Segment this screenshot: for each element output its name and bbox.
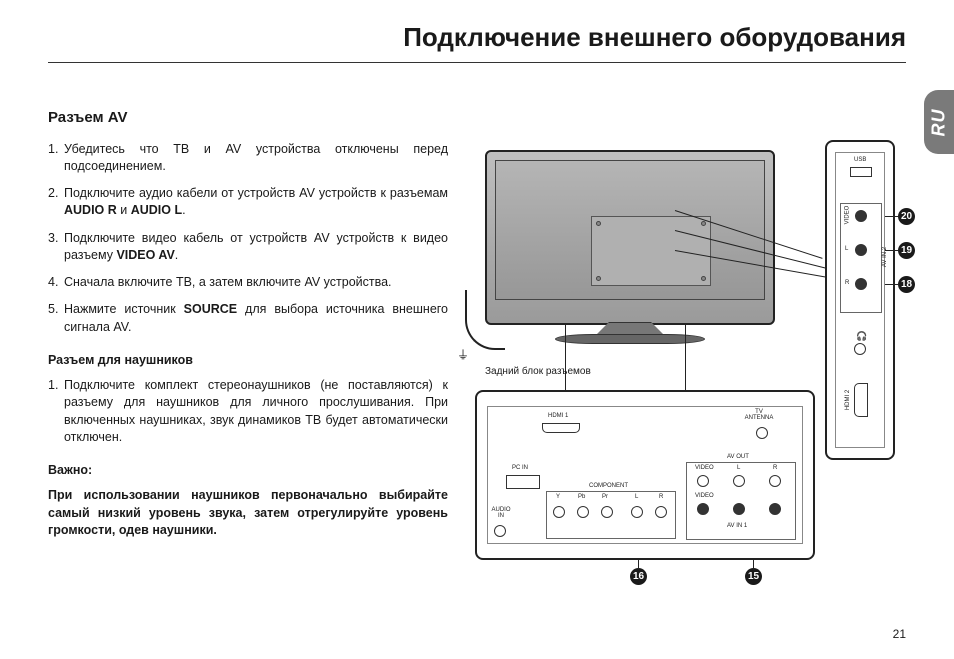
page-number: 21 <box>893 627 906 641</box>
label-l2: L <box>737 465 740 471</box>
rear-connector-panel: HDMI 1 TVANTENNA PC IN AUDIOIN COMPONENT… <box>475 390 815 560</box>
label-video: VIDEO <box>695 465 714 471</box>
port-y <box>553 506 565 518</box>
label-l: L <box>635 494 638 500</box>
port-side-video <box>855 210 867 222</box>
av-step: Подключите аудио кабели от устройств AV … <box>48 185 448 220</box>
port-audio-in <box>494 525 506 537</box>
callout-18: 18 <box>898 276 915 293</box>
label-side-l: L <box>845 246 848 252</box>
label-component: COMPONENT <box>589 483 628 489</box>
hp-steps: Подключите комплект стереонаушников (не … <box>48 377 448 446</box>
label-side-video: VIDEO <box>844 206 850 225</box>
port-avin1-r <box>769 503 781 515</box>
leader-line <box>885 216 899 217</box>
power-cable <box>465 290 505 350</box>
title-rule <box>48 62 906 63</box>
port-side-l <box>855 244 867 256</box>
screw-icon <box>701 221 706 226</box>
tv-mount-plate <box>591 216 711 286</box>
label-video2: VIDEO <box>695 493 714 499</box>
page-title: Подключение внешнего оборудования <box>403 22 906 53</box>
label-r2: R <box>773 465 777 471</box>
av-step: Сначала включите ТВ, а затем включите AV… <box>48 274 448 291</box>
label-side-r: R <box>845 280 849 286</box>
port-avout-r <box>769 475 781 487</box>
group-av: AV OUT VIDEO L R VIDEO AV IN 1 <box>686 462 796 540</box>
group-av-in2: VIDEO L R AV IN 2 <box>840 203 882 313</box>
side-panel-inner: USB VIDEO L R AV IN 2 🎧 HDMI 2 <box>835 152 885 448</box>
leader-line <box>885 250 899 251</box>
screw-icon <box>701 276 706 281</box>
power-plug-icon: ⏚ <box>457 346 469 363</box>
av-step: Убедитесь что ТВ и AV устройства отключе… <box>48 141 448 176</box>
label-r: R <box>659 494 663 500</box>
tv-back <box>495 160 765 300</box>
port-pb <box>577 506 589 518</box>
rear-panel-inner: HDMI 1 TVANTENNA PC IN AUDIOIN COMPONENT… <box>487 406 803 544</box>
callout-16: 16 <box>630 568 647 585</box>
leader-line <box>685 325 686 390</box>
language-tab: RU <box>924 90 954 154</box>
section-hp-heading: Разъем для наушников <box>48 352 448 369</box>
port-comp-l <box>631 506 643 518</box>
port-hdmi1 <box>542 423 580 433</box>
port-avout-l <box>733 475 745 487</box>
av-steps: Убедитесь что ТВ и AV устройства отключе… <box>48 141 448 336</box>
port-hdmi2 <box>854 383 868 417</box>
leader-line <box>565 325 566 390</box>
port-usb <box>850 167 872 177</box>
port-avout-v <box>697 475 709 487</box>
side-connector-panel: USB VIDEO L R AV IN 2 🎧 HDMI 2 <box>825 140 895 460</box>
label-y: Y <box>556 494 560 500</box>
port-avin1-l <box>733 503 745 515</box>
group-component: COMPONENT Y Pb Pr L R <box>546 491 676 539</box>
leader-line <box>753 558 754 570</box>
important-label: Важно: <box>48 462 448 479</box>
port-side-r <box>855 278 867 290</box>
port-comp-r <box>655 506 667 518</box>
port-pc-in <box>506 475 540 489</box>
label-tv-antenna: TVANTENNA <box>742 409 776 421</box>
label-pr: Pr <box>602 494 608 500</box>
callout-20: 20 <box>898 208 915 225</box>
av-step: Нажмите источник SOURCE для выбора источ… <box>48 301 448 336</box>
av-step: Подключите видео кабель от устройств AV … <box>48 230 448 265</box>
label-usb: USB <box>854 157 866 163</box>
section-av-heading: Разъем AV <box>48 108 448 129</box>
label-audio-in: AUDIOIN <box>486 507 516 519</box>
port-avin1-v <box>697 503 709 515</box>
label-pb: Pb <box>578 494 585 500</box>
label-hdmi1: HDMI 1 <box>548 413 568 419</box>
diagram-caption: Задний блок разъемов <box>485 366 591 377</box>
left-column: Разъем AV Убедитесь что ТВ и AV устройст… <box>48 108 448 539</box>
callout-19: 19 <box>898 242 915 259</box>
screw-icon <box>596 276 601 281</box>
port-headphone <box>854 343 866 355</box>
language-tab-label: RU <box>929 108 950 136</box>
tv-bezel <box>485 150 775 325</box>
label-av-out: AV OUT <box>727 454 749 460</box>
leader-line <box>885 284 899 285</box>
label-pc-in: PC IN <box>512 465 528 471</box>
screw-icon <box>596 221 601 226</box>
leader-line <box>638 558 639 570</box>
hp-step: Подключите комплект стереонаушников (не … <box>48 377 448 446</box>
port-antenna <box>756 427 768 439</box>
callout-15: 15 <box>745 568 762 585</box>
port-pr <box>601 506 613 518</box>
label-hdmi2: HDMI 2 <box>845 390 851 410</box>
label-av-in1: AV IN 1 <box>727 523 747 529</box>
tv-rear-illustration: ⏚ <box>485 150 775 350</box>
important-text: При использовании наушников первоначальн… <box>48 487 448 539</box>
headphone-icon: 🎧 <box>856 331 867 342</box>
diagram-area: ⏚ Задний блок разъемов HDMI 1 TVANTENNA … <box>475 150 905 600</box>
tv-base <box>555 334 705 344</box>
